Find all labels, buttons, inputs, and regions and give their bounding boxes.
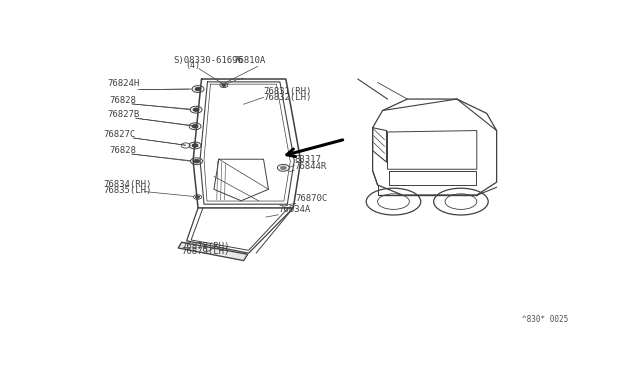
Text: 76828: 76828 [110, 96, 136, 105]
Text: 76878(RH): 76878(RH) [182, 242, 230, 251]
Text: 76827C: 76827C [104, 129, 136, 139]
Text: 76824H: 76824H [108, 79, 140, 88]
Text: S)08330-61696: S)08330-61696 [173, 56, 243, 65]
Circle shape [193, 160, 200, 163]
Text: 76827B: 76827B [108, 110, 140, 119]
Polygon shape [178, 242, 248, 261]
Circle shape [192, 144, 198, 147]
Text: 76831(RH): 76831(RH) [264, 87, 312, 96]
Circle shape [280, 166, 286, 170]
Circle shape [193, 108, 199, 111]
Text: ^830* 0025: ^830* 0025 [522, 315, 568, 324]
Circle shape [196, 196, 200, 198]
Text: 76834A: 76834A [278, 205, 310, 214]
Circle shape [222, 84, 226, 86]
Text: 76810A: 76810A [234, 56, 266, 65]
Text: 76828: 76828 [110, 146, 136, 155]
Text: (4): (4) [186, 61, 201, 70]
Text: 76870C: 76870C [296, 194, 328, 203]
Text: 76834(RH): 76834(RH) [104, 180, 152, 189]
Text: 76835(LH): 76835(LH) [104, 186, 152, 195]
Text: 76832(LH): 76832(LH) [264, 93, 312, 102]
Text: 76879(LH): 76879(LH) [182, 247, 230, 256]
Circle shape [192, 125, 198, 128]
Text: 83317: 83317 [294, 155, 321, 164]
Circle shape [195, 87, 201, 91]
Text: 76844R: 76844R [294, 162, 326, 171]
